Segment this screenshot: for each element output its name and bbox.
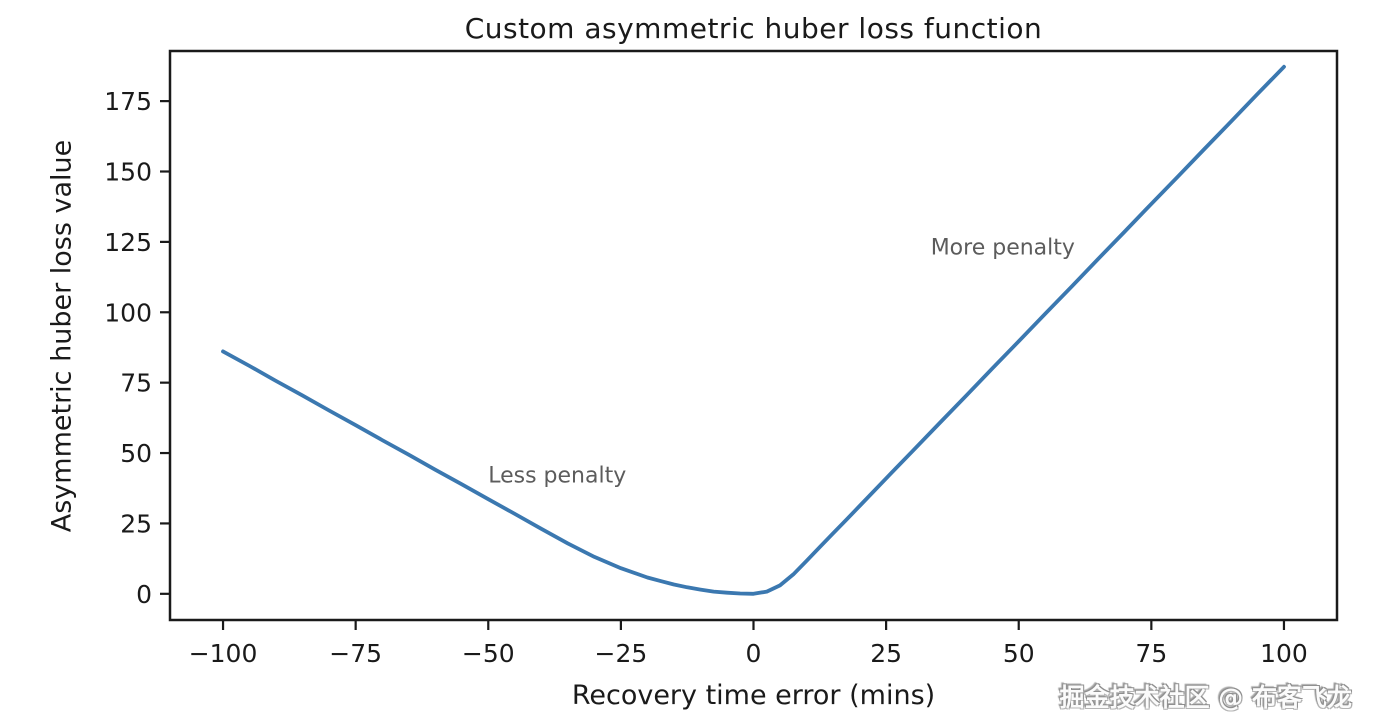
y-axis-tick-label: 75 [120, 369, 152, 398]
y-axis-label: Asymmetric huber loss value [46, 139, 78, 533]
x-axis-tick-label: −100 [189, 639, 258, 668]
y-axis-tick-label: 175 [104, 87, 152, 116]
x-axis-tick-label: 50 [1003, 639, 1035, 668]
y-axis-tick-label: 50 [120, 439, 152, 468]
y-axis-tick-label: 125 [104, 228, 152, 257]
y-axis-tick-label: 0 [136, 580, 152, 609]
x-axis-tick-label: 0 [746, 639, 762, 668]
x-axis-tick-label: −50 [462, 639, 515, 668]
axes-border [168, 49, 1339, 622]
x-axis-tick-label: 75 [1135, 639, 1167, 668]
chart-title: Custom asymmetric huber loss function [464, 12, 1043, 45]
x-axis-tick-label: 100 [1260, 639, 1308, 668]
y-axis-tick-label: 100 [104, 298, 152, 327]
y-axis-tick-label: 150 [104, 158, 152, 187]
annotation-more-penalty: More penalty [930, 235, 1075, 261]
y-axis-tick-label: 25 [120, 509, 152, 538]
x-axis-tick-label: 25 [870, 639, 902, 668]
watermark: 掘金技术社区 @ 布客飞龙 [1059, 683, 1352, 712]
x-axis-label: Recovery time error (mins) [571, 680, 936, 711]
loss-curve [221, 64, 1286, 596]
annotation-less-penalty: Less penalty [488, 463, 627, 489]
x-axis-tick-label: −75 [329, 639, 382, 668]
x-axis-tick-label: −25 [595, 639, 648, 668]
